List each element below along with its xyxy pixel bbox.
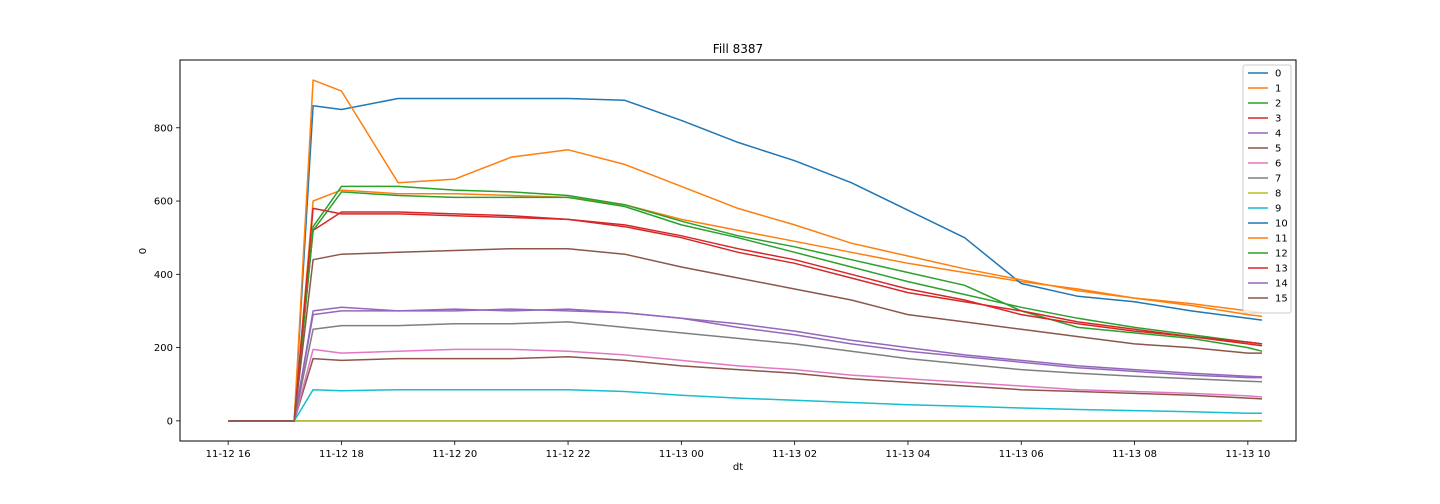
legend-box — [1242, 64, 1292, 314]
y-axis-label: 0 — [138, 248, 149, 254]
series-line-9 — [228, 388, 1262, 422]
legend-label-15: 15 — [1275, 294, 1288, 305]
series-line-4 — [228, 308, 1262, 422]
legend-label-4: 4 — [1275, 129, 1281, 140]
x-axis: 11-12 16 11-12 18 11-12 20 11-12 22 11-13 00… — [206, 441, 1270, 460]
legend-label-1: 1 — [1275, 84, 1281, 95]
legend-label-12: 12 — [1275, 249, 1288, 260]
series-line-7 — [228, 321, 1263, 422]
legend-label-5: 5 — [1275, 144, 1281, 155]
series-line-11 — [228, 79, 1263, 422]
x-tick-label: 11-13 06 — [999, 449, 1044, 460]
y-tick-label: 400 — [154, 270, 173, 281]
legend-label-0: 0 — [1275, 69, 1281, 80]
x-tick-label: 11-13 04 — [885, 449, 930, 460]
y-tick-label: 800 — [154, 123, 173, 134]
x-tick-label: 11-12 18 — [319, 449, 364, 460]
legend-label-10: 10 — [1275, 219, 1288, 230]
series-line-12 — [228, 191, 1263, 422]
y-tick-label: 600 — [154, 197, 173, 208]
legend-label-7: 7 — [1275, 174, 1281, 185]
x-tick-label: 11-12 16 — [206, 449, 251, 460]
series-line-13 — [228, 207, 1263, 422]
x-tick-label: 11-12 22 — [546, 449, 591, 460]
legend-label-8: 8 — [1275, 189, 1281, 200]
series-line-3 — [228, 211, 1263, 422]
legend-label-11: 11 — [1275, 234, 1288, 245]
y-tick-label: 200 — [154, 343, 173, 354]
x-tick-label: 11-13 08 — [1112, 449, 1157, 460]
plot-frame — [179, 59, 1297, 442]
legend-label-2: 2 — [1275, 99, 1281, 110]
legend-label-6: 6 — [1275, 159, 1281, 170]
series-line-5 — [228, 355, 1263, 422]
x-axis-label: dt — [733, 462, 743, 473]
series-line-10 — [228, 97, 1263, 422]
x-tick-label: 11-13 02 — [772, 449, 817, 460]
y-axis: 0 200 400 600 800 — [154, 123, 180, 427]
series-line-14 — [228, 306, 1263, 422]
series-line-2 — [228, 185, 1263, 422]
x-tick-label: 11-12 20 — [432, 449, 477, 460]
legend-label-13: 13 — [1275, 264, 1288, 275]
chart-title: Fill 8387 — [713, 42, 763, 56]
y-tick-label: 0 — [167, 416, 173, 427]
legend-label-3: 3 — [1275, 114, 1281, 125]
legend-label-14: 14 — [1275, 279, 1288, 290]
x-tick-label: 11-13 00 — [659, 449, 704, 460]
series-line-15 — [228, 247, 1262, 422]
legend-label-9: 9 — [1275, 204, 1281, 215]
series-line-6 — [228, 348, 1263, 422]
x-tick-label: 11-13 10 — [1225, 449, 1270, 460]
series-layer — [228, 79, 1263, 422]
